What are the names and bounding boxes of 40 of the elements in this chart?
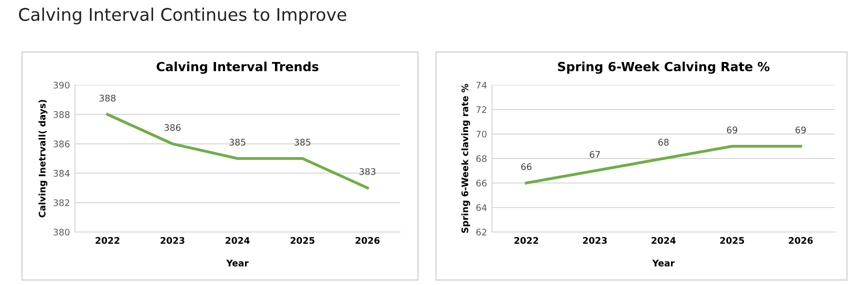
data-label: 388 [100,94,116,102]
data-label: 386 [164,124,181,131]
y-tick-label: 390 [54,82,70,89]
data-label: 383 [360,168,376,176]
y-tick-label: 384 [54,170,70,177]
y-tick-label: 382 [54,199,70,206]
x-tick-label: 2024 [652,237,676,244]
x-tick-label: 2023 [160,237,184,244]
data-label: 67 [590,151,600,158]
y-axis-title: Calving Inetrvall( days) [38,100,48,218]
y-tick-label: 62 [476,228,486,236]
y-tick-label: 70 [476,130,487,138]
chart-title: Calving Interval Trends [156,62,318,74]
data-label: 69 [796,126,806,134]
data-label: 385 [294,138,310,146]
x-axis-title: Year [226,260,249,266]
y-axis-title: Spring 6-Week claving rate % [461,84,470,233]
x-tick-label: 2026 [788,237,813,244]
x-tick-label: 2024 [226,237,250,244]
data-label: 66 [521,163,532,170]
text: Calving Interval Continues to Improve [18,8,346,24]
x-axis-title: Year [652,260,675,266]
chart-title: Spring 6-Week Calving Rate % [558,62,770,74]
x-tick-label: 2025 [720,237,744,244]
y-tick-label: 72 [476,106,486,113]
data-label: 69 [726,126,738,134]
y-tick-label: 386 [54,140,70,148]
y-tick-label: 66 [476,180,487,187]
y-tick-label: 388 [54,111,70,118]
x-tick-label: 2025 [290,237,314,244]
x-tick-label: 2026 [356,237,380,244]
data-label: 68 [658,138,669,146]
y-tick-label: 74 [476,82,487,88]
x-tick-label: 2022 [514,237,538,244]
data-label: 385 [230,138,246,146]
y-tick-label: 68 [476,155,487,162]
y-tick-label: 380 [54,228,70,236]
x-tick-label: 2022 [96,237,120,244]
y-tick-label: 64 [476,204,487,212]
x-tick-label: 2023 [583,237,607,244]
